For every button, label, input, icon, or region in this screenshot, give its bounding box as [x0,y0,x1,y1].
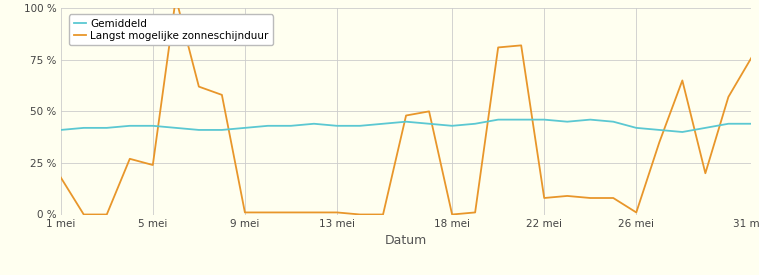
Gemiddeld [217,128,226,132]
X-axis label: Datum: Datum [385,234,427,247]
Langst mogelijke zonneschijnduur [655,141,664,144]
Gemiddeld [609,120,618,123]
Line: Langst mogelijke zonneschijnduur: Langst mogelijke zonneschijnduur [61,0,751,214]
Gemiddeld [678,130,687,134]
Gemiddeld [148,124,157,128]
Gemiddeld [379,122,388,125]
Gemiddeld [655,128,664,132]
Langst mogelijke zonneschijnduur [586,196,595,200]
Langst mogelijke zonneschijnduur [125,157,134,161]
Gemiddeld [586,118,595,121]
Gemiddeld [310,122,319,125]
Langst mogelijke zonneschijnduur [471,211,480,214]
Gemiddeld [402,120,411,123]
Langst mogelijke zonneschijnduur [217,93,226,97]
Langst mogelijke zonneschijnduur [379,213,388,216]
Gemiddeld [724,122,733,125]
Gemiddeld [493,118,502,121]
Gemiddeld [631,126,641,130]
Gemiddeld [540,118,549,121]
Langst mogelijke zonneschijnduur [194,85,203,88]
Gemiddeld [263,124,272,128]
Langst mogelijke zonneschijnduur [241,211,250,214]
Gemiddeld [172,126,181,130]
Langst mogelijke zonneschijnduur [148,163,157,167]
Gemiddeld [125,124,134,128]
Langst mogelijke zonneschijnduur [402,114,411,117]
Langst mogelijke zonneschijnduur [631,211,641,214]
Langst mogelijke zonneschijnduur [424,110,433,113]
Gemiddeld [286,124,295,128]
Gemiddeld [448,124,457,128]
Gemiddeld [424,122,433,125]
Gemiddeld [701,126,710,130]
Langst mogelijke zonneschijnduur [79,213,88,216]
Langst mogelijke zonneschijnduur [562,194,572,197]
Langst mogelijke zonneschijnduur [517,44,526,47]
Langst mogelijke zonneschijnduur [310,211,319,214]
Langst mogelijke zonneschijnduur [355,213,364,216]
Gemiddeld [102,126,112,130]
Gemiddeld [241,126,250,130]
Langst mogelijke zonneschijnduur [286,211,295,214]
Langst mogelijke zonneschijnduur [448,213,457,216]
Gemiddeld [562,120,572,123]
Line: Gemiddeld: Gemiddeld [61,120,751,132]
Legend: Gemiddeld, Langst mogelijke zonneschijnduur: Gemiddeld, Langst mogelijke zonneschijnd… [69,15,272,45]
Gemiddeld [355,124,364,128]
Langst mogelijke zonneschijnduur [701,172,710,175]
Langst mogelijke zonneschijnduur [609,196,618,200]
Langst mogelijke zonneschijnduur [56,176,65,179]
Langst mogelijke zonneschijnduur [263,211,272,214]
Gemiddeld [332,124,342,128]
Langst mogelijke zonneschijnduur [540,196,549,200]
Langst mogelijke zonneschijnduur [332,211,342,214]
Gemiddeld [79,126,88,130]
Langst mogelijke zonneschijnduur [747,56,756,59]
Langst mogelijke zonneschijnduur [493,46,502,49]
Gemiddeld [747,122,756,125]
Gemiddeld [517,118,526,121]
Langst mogelijke zonneschijnduur [102,213,112,216]
Langst mogelijke zonneschijnduur [678,79,687,82]
Gemiddeld [471,122,480,125]
Gemiddeld [56,128,65,132]
Langst mogelijke zonneschijnduur [724,95,733,99]
Gemiddeld [194,128,203,132]
